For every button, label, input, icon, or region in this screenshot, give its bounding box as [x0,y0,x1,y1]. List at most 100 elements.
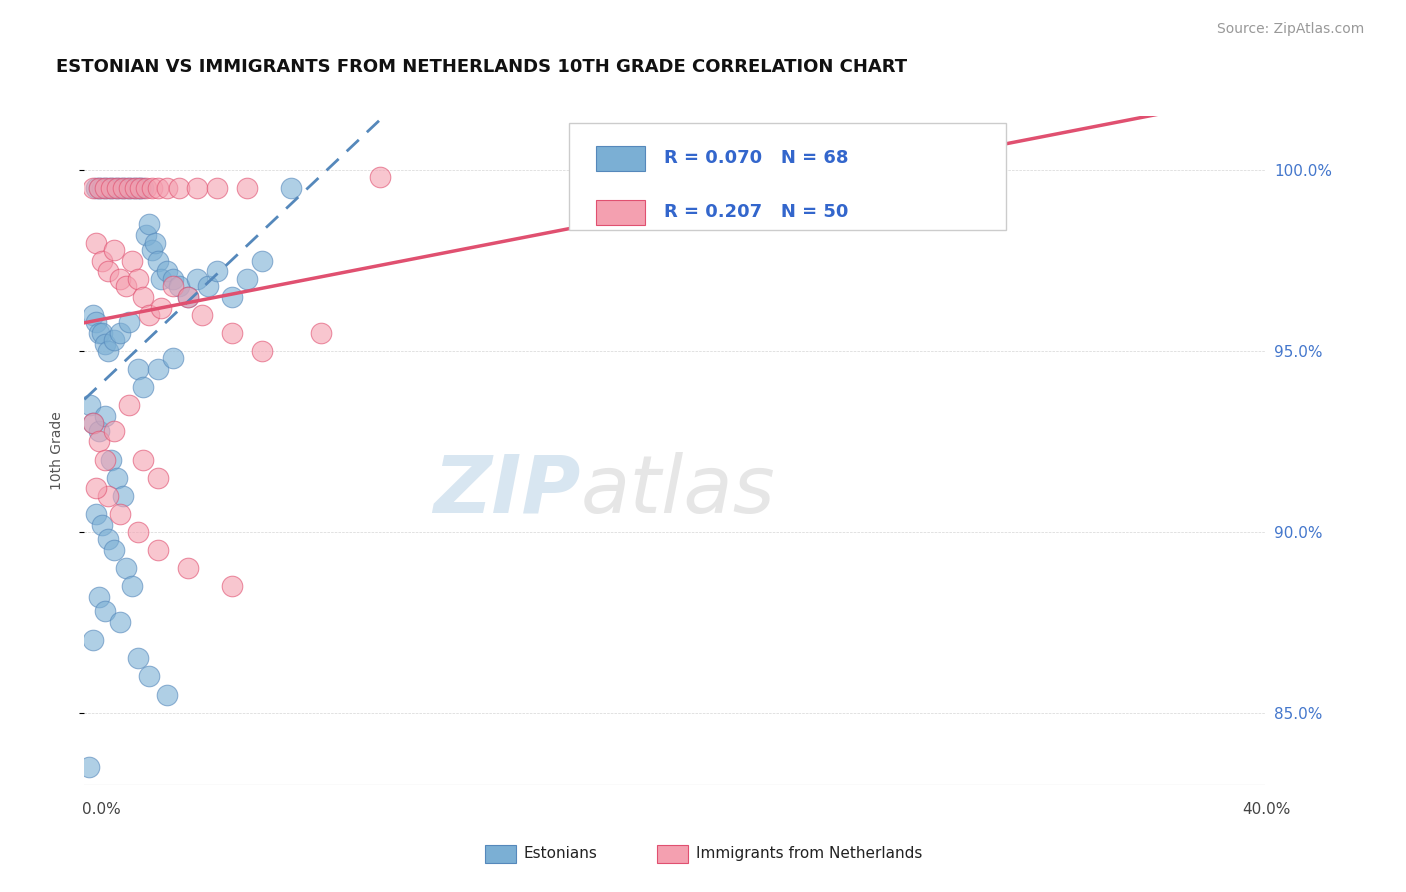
Text: 0.0%: 0.0% [82,802,121,816]
Point [162,271,184,285]
Point [84,315,107,329]
Point [150,271,173,285]
Point [143,235,166,250]
Point [97,264,120,278]
Text: Immigrants from Netherlands: Immigrants from Netherlands [696,847,922,861]
Bar [657,845,688,863]
Point [280,181,302,195]
Point [108,507,131,521]
Point [118,181,141,195]
Point [89,326,111,340]
Point [221,326,243,340]
Point [135,181,157,195]
Point [124,181,146,195]
Point [89,434,111,449]
Point [148,253,170,268]
Point [186,271,208,285]
Point [94,452,117,467]
Point [121,253,143,268]
Point [108,615,131,630]
Point [84,235,107,250]
Point [150,301,173,315]
Point [91,326,114,340]
Point [94,604,117,618]
Point [162,279,184,293]
Point [138,669,160,683]
Point [108,271,131,285]
Point [82,417,104,431]
Point [103,243,125,257]
Text: Source: ZipAtlas.com: Source: ZipAtlas.com [1216,22,1364,37]
Point [108,326,131,340]
Point [127,524,149,539]
Point [121,579,143,593]
Point [368,170,391,185]
Point [82,417,104,431]
Point [167,181,190,195]
Point [100,452,122,467]
Point [129,181,152,195]
Point [94,181,117,195]
Point [156,688,179,702]
Point [236,181,259,195]
Point [114,181,136,195]
Point [148,362,170,376]
Point [97,181,120,195]
Point [114,279,136,293]
Point [141,243,163,257]
Point [132,452,155,467]
FancyBboxPatch shape [568,123,1005,230]
Point [111,489,134,503]
Point [105,181,128,195]
Point [148,542,170,557]
Point [103,424,125,438]
Point [127,362,149,376]
Point [811,156,834,170]
Point [132,380,155,394]
Point [100,181,122,195]
Point [191,308,214,322]
Point [111,181,134,195]
Text: R = 0.207   N = 50: R = 0.207 N = 50 [664,202,849,220]
Point [156,181,179,195]
Point [186,181,208,195]
Y-axis label: 10th Grade: 10th Grade [49,411,63,490]
Point [127,271,149,285]
Point [236,271,259,285]
Point [167,279,190,293]
Point [129,181,152,195]
Point [162,351,184,366]
Point [205,264,228,278]
Point [111,181,134,195]
Point [103,333,125,347]
Point [177,561,200,575]
Point [135,228,157,243]
Point [221,290,243,304]
Point [97,344,120,359]
Point [127,181,149,195]
Point [84,482,107,496]
Point [100,181,122,195]
Bar [485,845,516,863]
Point [97,489,120,503]
Point [103,181,125,195]
Point [132,290,155,304]
Point [84,507,107,521]
Point [138,218,160,232]
Text: ESTONIAN VS IMMIGRANTS FROM NETHERLANDS 10TH GRADE CORRELATION CHART: ESTONIAN VS IMMIGRANTS FROM NETHERLANDS … [56,58,907,76]
Point [79,398,101,412]
Bar [596,200,645,225]
Bar [596,146,645,171]
Point [94,181,117,195]
Text: 40.0%: 40.0% [1243,802,1291,816]
Point [91,253,114,268]
Text: atlas: atlas [581,451,775,530]
Point [77,760,100,774]
Point [82,633,104,648]
Point [156,264,179,278]
Point [94,409,117,423]
Point [148,181,170,195]
Text: R = 0.070   N = 68: R = 0.070 N = 68 [664,149,849,167]
Point [114,561,136,575]
Text: ZIP: ZIP [433,451,581,530]
